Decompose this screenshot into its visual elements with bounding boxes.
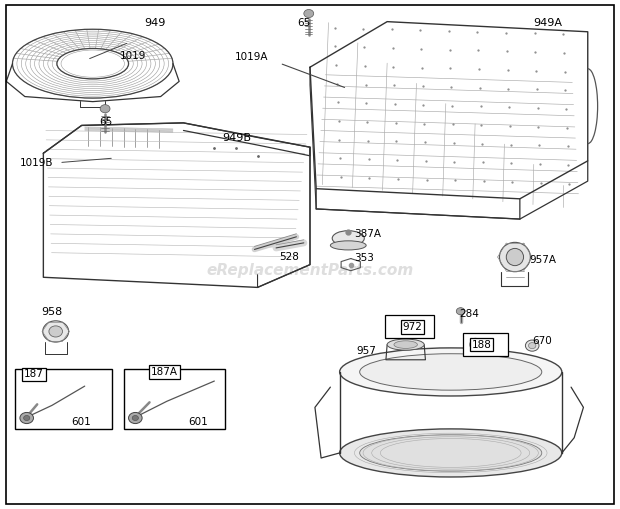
Circle shape — [304, 10, 314, 18]
Bar — [384, 315, 434, 338]
Text: 353: 353 — [355, 253, 374, 263]
Ellipse shape — [470, 338, 481, 351]
Text: 957A: 957A — [529, 254, 556, 265]
Ellipse shape — [387, 339, 424, 350]
Ellipse shape — [332, 231, 365, 246]
Circle shape — [132, 415, 138, 420]
Text: 187A: 187A — [151, 367, 178, 377]
Text: 65: 65 — [298, 18, 311, 27]
Ellipse shape — [507, 248, 523, 266]
Circle shape — [20, 412, 33, 423]
Circle shape — [100, 105, 110, 113]
Text: 972: 972 — [402, 322, 422, 332]
Text: 949B: 949B — [223, 133, 251, 143]
Bar — [463, 333, 508, 356]
Ellipse shape — [500, 242, 530, 272]
Bar — [15, 370, 112, 429]
Ellipse shape — [49, 326, 63, 337]
Text: 387A: 387A — [355, 229, 381, 239]
Text: eReplacementParts.com: eReplacementParts.com — [206, 263, 414, 278]
Text: 528: 528 — [279, 252, 299, 262]
Text: 601: 601 — [71, 416, 91, 427]
Ellipse shape — [330, 241, 366, 250]
Ellipse shape — [394, 341, 417, 348]
Text: 187: 187 — [24, 370, 44, 380]
Ellipse shape — [360, 435, 542, 471]
Text: 188: 188 — [472, 340, 492, 350]
Text: 670: 670 — [532, 335, 552, 346]
Text: 949A: 949A — [533, 18, 562, 27]
Circle shape — [24, 415, 30, 420]
Circle shape — [482, 342, 494, 351]
Text: 601: 601 — [188, 416, 208, 427]
Text: 957: 957 — [356, 346, 376, 356]
Text: 1019: 1019 — [120, 50, 146, 61]
Text: 284: 284 — [459, 309, 479, 319]
Ellipse shape — [340, 348, 562, 396]
Text: 65: 65 — [99, 117, 112, 127]
Text: 949: 949 — [144, 18, 166, 28]
Ellipse shape — [360, 354, 542, 390]
Circle shape — [128, 412, 142, 423]
Ellipse shape — [525, 340, 539, 351]
Bar — [123, 370, 226, 429]
Ellipse shape — [43, 321, 69, 342]
Text: 958: 958 — [42, 307, 63, 317]
Text: 1019A: 1019A — [235, 52, 268, 62]
Ellipse shape — [340, 429, 562, 477]
Ellipse shape — [528, 343, 536, 349]
Text: 1019B: 1019B — [20, 158, 53, 168]
Circle shape — [456, 307, 465, 315]
